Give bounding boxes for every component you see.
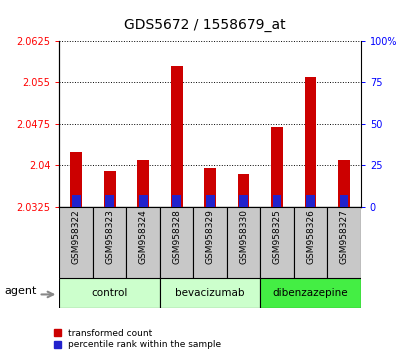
Bar <box>137 160 148 207</box>
Bar <box>272 195 281 207</box>
Bar <box>204 168 216 207</box>
Bar <box>160 207 193 278</box>
Bar <box>293 207 326 278</box>
Bar <box>193 207 226 278</box>
Text: GSM958326: GSM958326 <box>306 209 314 264</box>
Bar <box>126 207 160 278</box>
Bar <box>138 195 147 207</box>
Bar <box>160 278 260 308</box>
Bar <box>93 207 126 278</box>
Text: GSM958329: GSM958329 <box>205 209 214 264</box>
Bar <box>238 195 247 207</box>
Text: bevacizumab: bevacizumab <box>175 288 244 298</box>
Bar <box>226 207 260 278</box>
Bar <box>172 195 181 207</box>
Text: GDS5672 / 1558679_at: GDS5672 / 1558679_at <box>124 18 285 32</box>
Bar <box>306 195 314 207</box>
Text: GSM958323: GSM958323 <box>105 209 114 264</box>
Bar <box>271 127 282 207</box>
Legend: transformed count, percentile rank within the sample: transformed count, percentile rank withi… <box>54 329 221 349</box>
Bar <box>105 195 114 207</box>
Text: GSM958324: GSM958324 <box>138 209 147 264</box>
Text: control: control <box>91 288 128 298</box>
Bar <box>260 207 293 278</box>
Text: dibenzazepine: dibenzazepine <box>272 288 348 298</box>
Bar <box>171 66 182 207</box>
Bar <box>59 278 160 308</box>
Bar <box>260 278 360 308</box>
Bar <box>59 207 93 278</box>
Bar <box>205 195 214 207</box>
Bar <box>237 174 249 207</box>
Text: GSM958325: GSM958325 <box>272 209 281 264</box>
Text: GSM958328: GSM958328 <box>172 209 181 264</box>
Text: agent: agent <box>5 286 37 296</box>
Text: GSM958327: GSM958327 <box>339 209 348 264</box>
Bar <box>72 195 81 207</box>
Bar <box>70 152 82 207</box>
Text: GSM958330: GSM958330 <box>238 209 247 264</box>
Text: GSM958322: GSM958322 <box>72 209 81 264</box>
Bar <box>304 77 316 207</box>
Bar <box>339 195 348 207</box>
Bar <box>326 207 360 278</box>
Bar <box>103 171 115 207</box>
Bar <box>337 160 349 207</box>
